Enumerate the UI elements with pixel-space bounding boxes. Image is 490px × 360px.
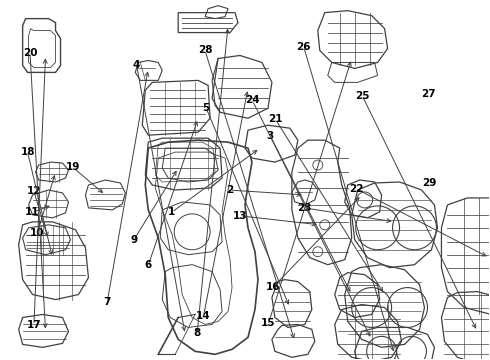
Text: 5: 5 — [202, 103, 210, 113]
Text: 18: 18 — [20, 147, 35, 157]
Text: 10: 10 — [30, 228, 45, 238]
Text: 24: 24 — [245, 95, 260, 105]
Text: 25: 25 — [355, 91, 369, 101]
Text: 9: 9 — [130, 235, 137, 245]
Text: 3: 3 — [267, 131, 274, 141]
Text: 7: 7 — [103, 297, 111, 307]
Text: 2: 2 — [226, 185, 233, 195]
Text: 27: 27 — [421, 89, 436, 99]
Text: 19: 19 — [66, 162, 80, 172]
Text: 14: 14 — [196, 311, 211, 321]
Text: 1: 1 — [168, 207, 175, 217]
Text: 28: 28 — [197, 45, 212, 55]
Text: 8: 8 — [194, 328, 201, 338]
Text: 4: 4 — [133, 59, 140, 69]
Text: 11: 11 — [25, 207, 40, 217]
Text: 12: 12 — [26, 186, 41, 197]
Text: 16: 16 — [266, 282, 281, 292]
Text: 21: 21 — [268, 114, 283, 124]
Text: 22: 22 — [349, 184, 364, 194]
Text: 23: 23 — [297, 203, 312, 213]
Text: 20: 20 — [23, 48, 37, 58]
Text: 26: 26 — [296, 42, 311, 51]
Text: 6: 6 — [145, 260, 152, 270]
Text: 17: 17 — [26, 320, 41, 330]
Text: 29: 29 — [422, 178, 437, 188]
Text: 13: 13 — [233, 211, 247, 221]
Text: 15: 15 — [261, 319, 276, 328]
